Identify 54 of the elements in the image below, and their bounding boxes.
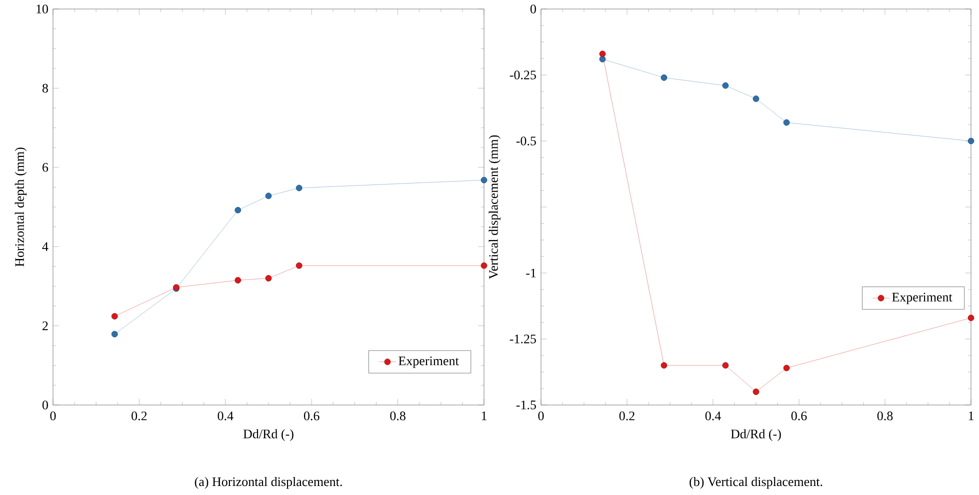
x-tick-label: 0 (50, 412, 56, 420)
point (752, 96, 760, 102)
y-tick-label: 0 (530, 4, 536, 14)
y-tick-label: -1.25 (510, 334, 536, 344)
point (783, 364, 790, 372)
x-tick-label: 0.4 (705, 412, 721, 420)
x-axis-title: Dd/Rd (-) (730, 429, 781, 442)
y-tick-label: -1.5 (516, 400, 536, 410)
x-tick-label: 0.2 (132, 412, 147, 420)
y-tick-label: 4 (42, 242, 48, 251)
point (265, 192, 272, 200)
x-tick-label: 1 (968, 412, 974, 420)
y-tick-label: -1 (526, 268, 536, 278)
point (234, 206, 242, 214)
y-tick-label: 0 (42, 400, 48, 410)
point (234, 277, 242, 284)
y-tick-label: 8 (42, 84, 48, 93)
point (296, 184, 302, 192)
point (480, 262, 488, 269)
y-axis-title: Horizontal depth (mm) (14, 148, 27, 267)
x-tick-label: 0 (538, 412, 544, 420)
text: (a) Horizontal displacement. (194, 476, 342, 489)
point (752, 388, 760, 395)
point (660, 362, 668, 369)
point (111, 330, 118, 338)
x-tick-label: 0.2 (619, 412, 634, 420)
text: (b) Vertical displacement. (690, 476, 822, 489)
point (265, 275, 272, 282)
x-tick-label: 0.6 (304, 412, 320, 420)
x-tick-label: 0.8 (877, 412, 893, 420)
y-tick-label: 10 (36, 4, 48, 14)
y-tick-label: 6 (42, 163, 48, 172)
point (296, 262, 302, 269)
x-tick-label: 0.4 (218, 412, 234, 420)
point (599, 56, 606, 62)
x-tick-label: 1 (482, 412, 486, 420)
legend-label: Experiment (398, 356, 459, 368)
point (111, 313, 118, 320)
point (480, 176, 488, 184)
x-tick-label: 0.6 (791, 412, 807, 420)
y-tick-label: -0.25 (510, 70, 536, 80)
point (968, 314, 974, 322)
y-tick-label: 2 (42, 321, 48, 330)
x-tick-label: 0.8 (390, 412, 406, 420)
point (722, 82, 729, 89)
y-tick-label: -0.5 (516, 136, 536, 146)
point (783, 119, 790, 126)
y-axis-title: Vertical displacement (mm) (488, 135, 501, 280)
legend-label: Experiment (892, 292, 952, 304)
point (599, 50, 606, 58)
point (660, 74, 668, 81)
point (722, 362, 729, 369)
x-axis-title: Dd/Rd (-) (243, 429, 294, 442)
point (968, 138, 974, 144)
